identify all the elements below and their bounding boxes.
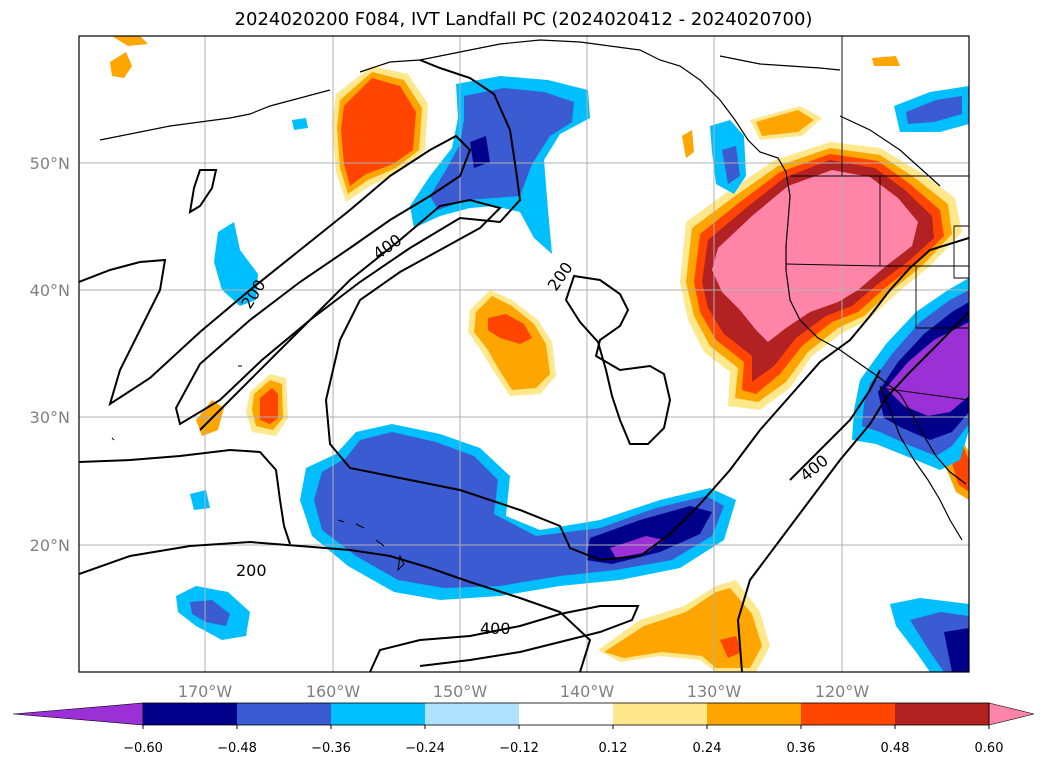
lat-label-20n: 20°N <box>30 536 70 555</box>
map-frame <box>78 35 970 673</box>
lat-label-30n: 30°N <box>30 408 70 427</box>
colorbar-frame <box>142 702 990 726</box>
colorbar-tick-label: −0.12 <box>499 741 539 756</box>
colorbar-tick-label: −0.36 <box>311 741 351 756</box>
contour-label: 400 <box>480 619 511 638</box>
lon-label-160w: 160°W <box>306 682 361 701</box>
colorbar-extend-low <box>12 702 144 726</box>
lon-label-120w: 120°W <box>815 682 870 701</box>
lon-label-170w: 170°W <box>178 682 233 701</box>
positive-anomaly-small-6 <box>872 56 900 66</box>
positive-anomaly-south <box>598 580 770 672</box>
colorbar-segment <box>237 703 332 725</box>
colorbar-tick-label: 0.60 <box>975 741 1004 756</box>
lon-label-150w: 150°W <box>433 682 488 701</box>
colorbar-tick-label: 0.48 <box>881 741 910 756</box>
negative-anomaly-small-1 <box>214 222 258 306</box>
colorbar-tick-label: 0.36 <box>787 741 816 756</box>
positive-anomaly-small-4 <box>112 36 148 46</box>
lat-label-40n: 40°N <box>30 281 70 300</box>
positive-anomaly-small-3 <box>110 52 132 78</box>
colorbar-tick-label: 0.24 <box>693 741 722 756</box>
positive-anomaly-northwest <box>680 142 962 410</box>
lon-label-140w: 140°W <box>560 682 615 701</box>
colorbar-tick-label: −0.24 <box>405 741 445 756</box>
map-title: 2024020200 F084, IVT Landfall PC (202402… <box>234 9 813 30</box>
colorbar-segment <box>895 703 990 725</box>
colorbar: −0.60 −0.48 −0.36 −0.24 −0.12 0.12 0.24 0.36 0.4… <box>12 702 1035 756</box>
political-borders <box>785 36 969 401</box>
lon-label-130w: 130°W <box>687 682 742 701</box>
colorbar-segment <box>519 703 614 725</box>
coastlines <box>99 39 967 541</box>
colorbar-tick-label: −0.48 <box>217 741 257 756</box>
ivt-contours <box>79 59 969 672</box>
colorbar-segment <box>801 703 896 725</box>
lat-label-50n: 50°N <box>30 154 70 173</box>
colorbar-extend-high <box>988 702 1035 726</box>
positive-anomaly-small-7 <box>682 130 694 158</box>
contour-label: 200 <box>236 561 267 580</box>
gridlines <box>79 36 969 672</box>
colorbar-tick-label: −0.60 <box>123 741 163 756</box>
colorbar-segment <box>143 703 238 725</box>
negative-anomaly-arc <box>300 424 736 600</box>
colorbar-tick-label: 0.12 <box>599 741 628 756</box>
positive-anomaly-mid-pacific <box>468 290 556 396</box>
colorbar-segment <box>613 703 708 725</box>
negative-anomaly-gulf-alaska <box>410 76 590 254</box>
colorbar-segment <box>331 703 426 725</box>
colorbar-segment <box>707 703 802 725</box>
latitude-labels: 50°N 40°N 30°N 20°N <box>30 154 70 555</box>
longitude-labels: 170°W 160°W 150°W 140°W 130°W 120°W <box>178 682 870 701</box>
colorbar-segment <box>425 703 520 725</box>
